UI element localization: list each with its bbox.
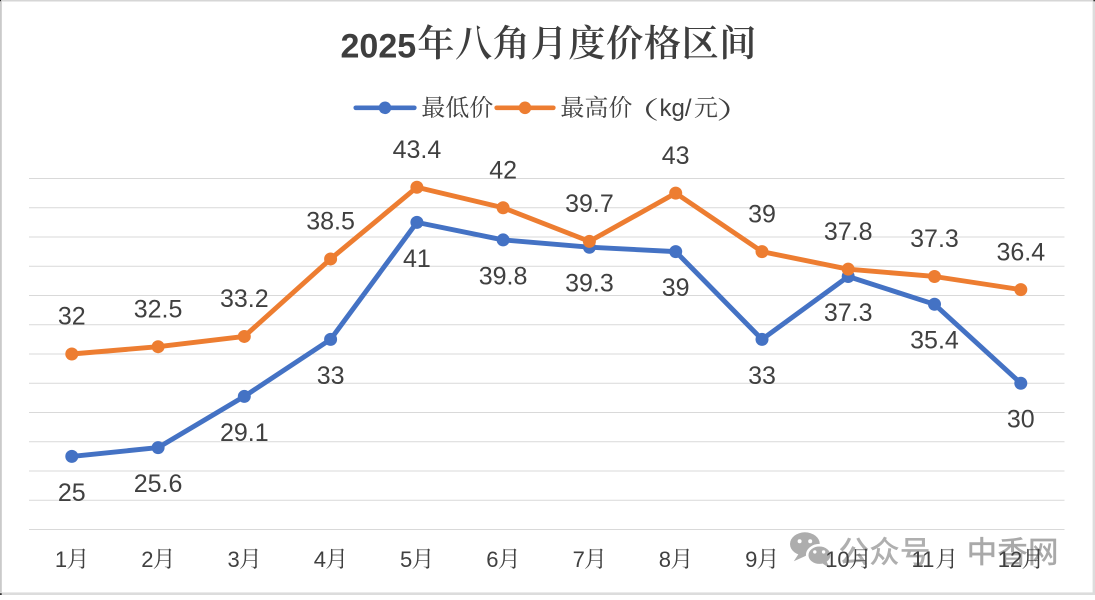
svg-text:33: 33 (317, 362, 345, 390)
svg-text:8: 8 (659, 547, 671, 572)
svg-text:kg/: kg/ (660, 95, 692, 122)
svg-text:11: 11 (912, 547, 935, 572)
svg-text:32.5: 32.5 (134, 295, 183, 323)
svg-text:38.5: 38.5 (306, 208, 355, 236)
svg-text:39.8: 39.8 (479, 262, 528, 290)
svg-text:10: 10 (825, 547, 849, 572)
svg-text:39.7: 39.7 (565, 190, 614, 218)
svg-text:33.2: 33.2 (220, 285, 269, 313)
svg-text:25.6: 25.6 (134, 470, 183, 498)
svg-text:41: 41 (403, 245, 431, 273)
svg-text:43: 43 (662, 142, 690, 170)
svg-text:25: 25 (58, 479, 86, 507)
svg-text:35.4: 35.4 (910, 327, 959, 355)
svg-text:39: 39 (748, 200, 776, 228)
svg-text:37.3: 37.3 (824, 299, 873, 327)
svg-text:32: 32 (58, 303, 86, 331)
svg-text:1: 1 (55, 547, 67, 572)
svg-text:43.4: 43.4 (393, 136, 442, 164)
svg-text:37.8: 37.8 (824, 218, 873, 246)
svg-text:42: 42 (489, 156, 517, 184)
svg-text:36.4: 36.4 (996, 238, 1045, 266)
svg-text:3: 3 (228, 547, 240, 572)
svg-text:9: 9 (745, 547, 757, 572)
svg-text:7: 7 (573, 547, 585, 572)
svg-text:39.3: 39.3 (565, 270, 614, 298)
svg-text:4: 4 (314, 547, 326, 572)
svg-text:2: 2 (141, 547, 153, 572)
svg-text:37.3: 37.3 (910, 225, 959, 253)
svg-text:6: 6 (486, 547, 498, 572)
svg-text:12: 12 (998, 547, 1022, 572)
svg-text:33: 33 (748, 362, 776, 390)
svg-text:39: 39 (662, 274, 690, 302)
svg-text:29.1: 29.1 (220, 419, 269, 447)
svg-text:2025: 2025 (341, 27, 417, 65)
svg-text:30: 30 (1007, 406, 1035, 434)
svg-text:5: 5 (400, 547, 412, 572)
